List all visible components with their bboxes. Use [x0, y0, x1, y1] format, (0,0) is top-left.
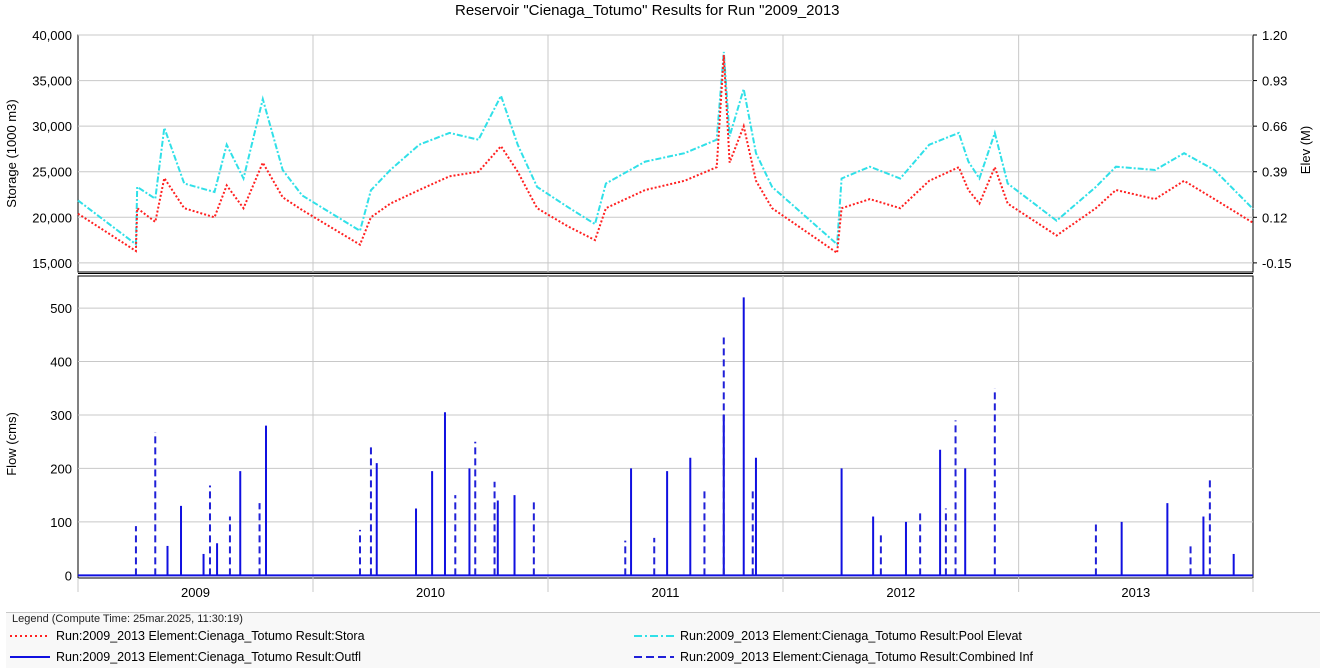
legend-swatch-pool-elevation: [634, 635, 674, 637]
top-right-tick-label: 1.20: [1262, 28, 1287, 43]
bottom-plot-frame: [77, 275, 1254, 579]
top-left-tick-label: 30,000: [32, 119, 72, 134]
x-year-label: 2012: [886, 585, 915, 600]
pool-elevation-series-line: [77, 51, 1254, 247]
top-left-tick-label: 35,000: [32, 74, 72, 89]
bottom-tick-label: 400: [50, 355, 72, 370]
reservoir-results-figure: 15,000 20,000 25,000 30,000 35,000 40,000 -0.1…: [4, 28, 1313, 600]
bottom-tick-label: 200: [50, 461, 72, 476]
storage-series-line: [77, 55, 1254, 255]
legend-swatch-combined-inflow: [634, 656, 674, 658]
top-right-tick-label: 0.39: [1262, 165, 1287, 180]
legend-item-storage: Run:2009_2013 Element:Cienaga_Totumo Res…: [10, 629, 365, 643]
legend-panel: Legend (Compute Time: 25mar.2025, 11:30:…: [6, 612, 1320, 668]
top-left-axis-label: Storage (1000 m3): [4, 99, 19, 207]
legend-swatch-storage: [10, 635, 50, 637]
top-right-tick-label: 0.93: [1262, 74, 1287, 89]
legend-label-storage: Run:2009_2013 Element:Cienaga_Totumo Res…: [56, 629, 365, 643]
legend-label-pool-elevation: Run:2009_2013 Element:Cienaga_Totumo Res…: [680, 629, 1022, 643]
legend-label-combined-inflow: Run:2009_2013 Element:Cienaga_Totumo Res…: [680, 650, 1034, 664]
bottom-tick-label: 100: [50, 515, 72, 530]
bottom-axis-label: Flow (cms): [4, 412, 19, 476]
legend-item-pool-elevation: Run:2009_2013 Element:Cienaga_Totumo Res…: [634, 629, 1022, 643]
top-right-tick-label: 0.66: [1262, 119, 1287, 134]
top-left-tick-label: 20,000: [32, 210, 72, 225]
bottom-tick-label: 300: [50, 408, 72, 423]
x-year-label: 2011: [652, 585, 680, 600]
top-plot-frame: [77, 34, 1254, 273]
top-left-tick-label: 40,000: [32, 28, 72, 43]
x-year-label: 2010: [416, 585, 445, 600]
bottom-tick-label: 0: [65, 568, 72, 583]
legend-header: Legend (Compute Time: 25mar.2025, 11:30:…: [12, 613, 243, 625]
top-right-tick-label: -0.15: [1262, 256, 1292, 271]
chart-title: Reservoir "Cienaga_Totumo" Results for R…: [455, 2, 840, 19]
x-year-label: 2013: [1121, 585, 1150, 600]
legend-swatch-outflow: [10, 656, 50, 658]
bottom-tick-label: 500: [50, 301, 72, 316]
legend-item-outflow: Run:2009_2013 Element:Cienaga_Totumo Res…: [10, 650, 361, 664]
top-left-tick-label: 15,000: [32, 256, 72, 271]
legend-item-combined-inflow: Run:2009_2013 Element:Cienaga_Totumo Res…: [634, 650, 1033, 664]
top-right-axis-label: Elev (M): [1298, 126, 1313, 174]
legend-label-outflow: Run:2009_2013 Element:Cienaga_Totumo Res…: [56, 650, 362, 664]
x-year-label: 2009: [181, 585, 210, 600]
top-right-tick-label: 0.12: [1262, 210, 1287, 225]
top-left-tick-label: 25,000: [32, 165, 72, 180]
